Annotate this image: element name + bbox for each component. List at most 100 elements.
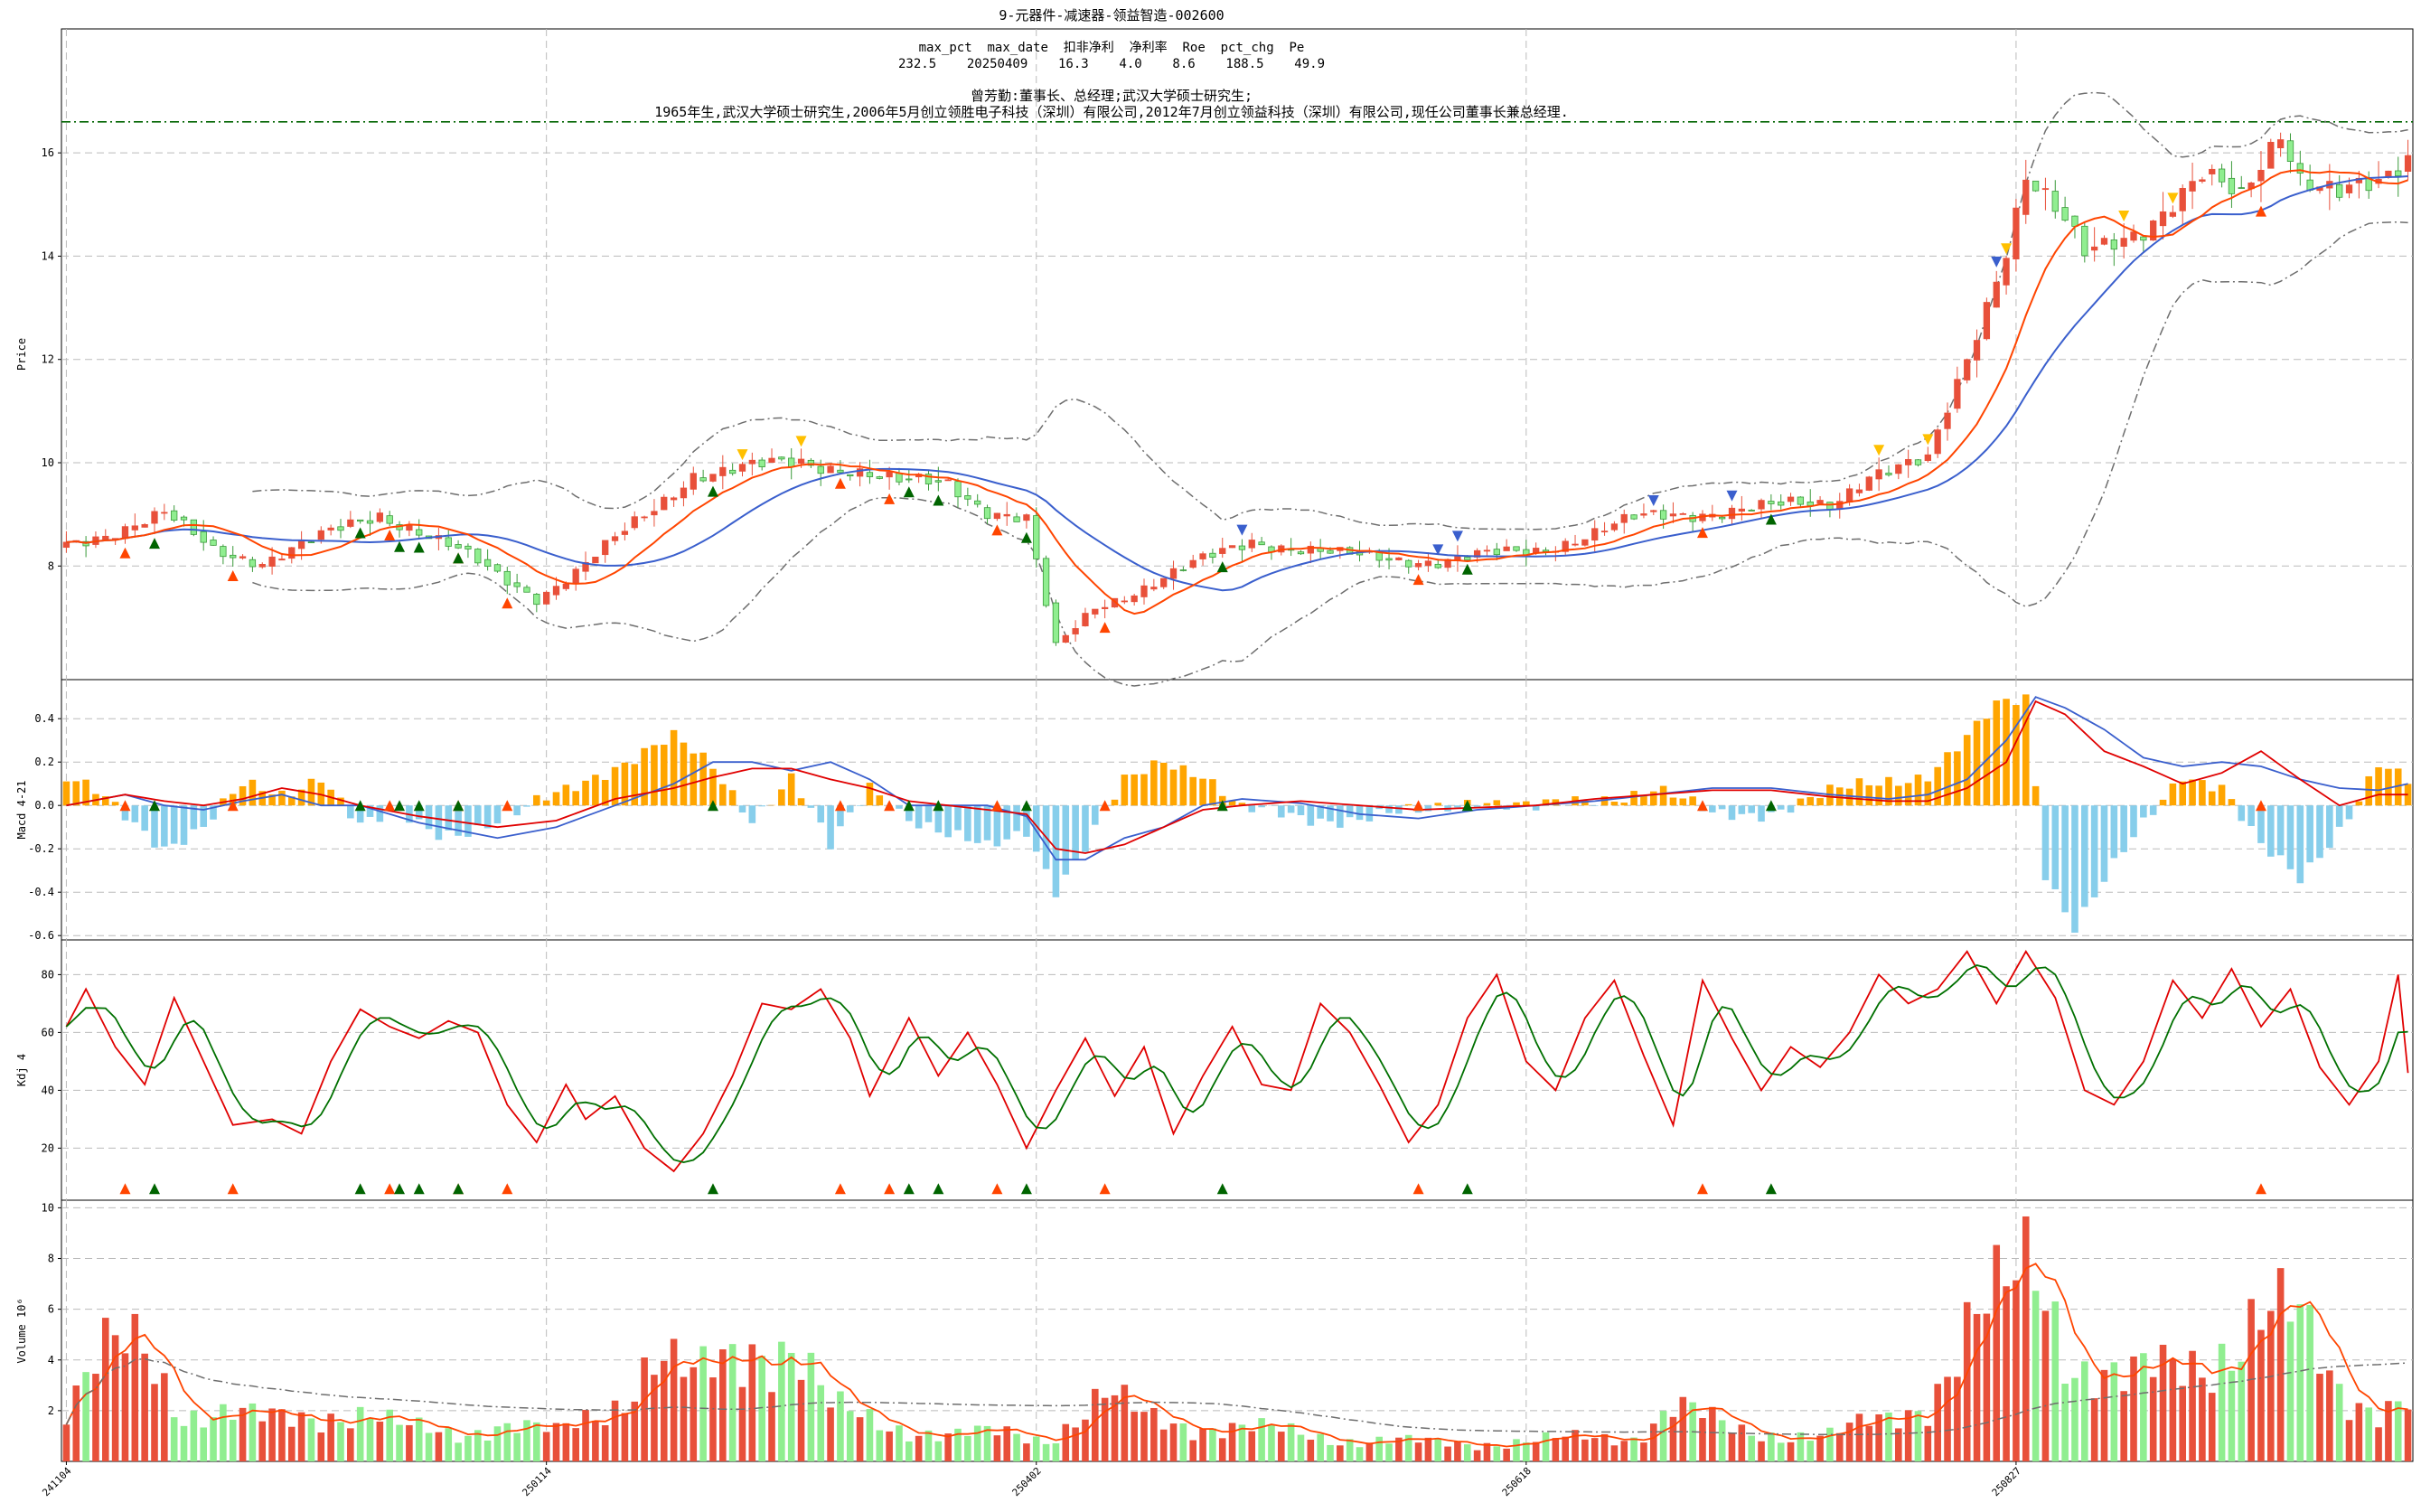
candle-body bbox=[239, 556, 247, 559]
candle-body bbox=[1327, 549, 1334, 554]
sell-marker bbox=[1726, 490, 1738, 502]
candle-body bbox=[1179, 569, 1187, 571]
macd-bar bbox=[787, 773, 795, 806]
macd-bar bbox=[2100, 805, 2108, 882]
volume-bar bbox=[983, 1425, 991, 1461]
volume-bar bbox=[2013, 1280, 2020, 1461]
buy-marker bbox=[227, 570, 239, 582]
macd-dea-line bbox=[66, 700, 2408, 854]
volume-bar bbox=[973, 1425, 981, 1461]
volume-bar bbox=[415, 1417, 423, 1461]
volume-bar bbox=[503, 1423, 511, 1461]
volume-bar bbox=[837, 1391, 844, 1461]
candle-body bbox=[954, 481, 962, 498]
macd-bar bbox=[1532, 805, 1540, 811]
volume-bar bbox=[1346, 1439, 1354, 1461]
volume-bar bbox=[513, 1432, 521, 1461]
kdj-marker bbox=[502, 1183, 513, 1195]
sell-marker bbox=[1647, 495, 1659, 507]
kdj-marker bbox=[991, 1183, 1003, 1195]
macd-bar bbox=[190, 805, 198, 830]
volume-bar bbox=[562, 1423, 570, 1461]
candle-body bbox=[1131, 595, 1138, 603]
candle-body bbox=[651, 511, 658, 516]
candle-body bbox=[1865, 476, 1872, 491]
volume-bar bbox=[161, 1373, 168, 1461]
y-axis-label-kdj: Kdj 4 bbox=[15, 1054, 28, 1086]
volume-bar bbox=[2335, 1384, 2343, 1461]
volume-bar bbox=[337, 1422, 344, 1461]
macd-bar bbox=[210, 805, 217, 820]
macd-bar bbox=[2385, 768, 2392, 806]
volume-bar bbox=[592, 1421, 599, 1461]
macd-bar bbox=[1199, 778, 1206, 806]
candle-body bbox=[1758, 500, 1765, 510]
macd-bar bbox=[268, 794, 276, 806]
candle-body bbox=[1219, 548, 1226, 554]
volume-bar bbox=[2355, 1403, 2363, 1461]
candle-body bbox=[1669, 513, 1677, 517]
y-tick-label: 16 bbox=[42, 146, 54, 159]
candle-body bbox=[2032, 180, 2040, 192]
macd-bar bbox=[1385, 805, 1393, 813]
macd-bar bbox=[572, 791, 579, 806]
volume-bar bbox=[1709, 1406, 1716, 1461]
candle-body bbox=[2041, 188, 2050, 191]
candle-body bbox=[1121, 600, 1128, 603]
volume-bar bbox=[170, 1417, 178, 1461]
volume-bar bbox=[278, 1409, 286, 1461]
kdj-marker bbox=[2255, 1183, 2266, 1195]
buy-marker bbox=[1696, 527, 1708, 539]
macd-bar bbox=[2041, 805, 2050, 880]
candle-body bbox=[758, 459, 765, 467]
chart-title: 9-元器件-减速器-领益智造-002600 bbox=[999, 7, 1224, 23]
candle-body bbox=[1659, 510, 1667, 520]
y-tick-label: -0.4 bbox=[28, 886, 54, 898]
volume-bar bbox=[2071, 1377, 2078, 1461]
y-tick-label: 0.4 bbox=[34, 712, 54, 725]
candle-body bbox=[1581, 539, 1589, 546]
candle-body bbox=[2276, 139, 2285, 148]
kdj-marker bbox=[384, 1183, 396, 1195]
macd-marker bbox=[933, 800, 944, 812]
kdj-marker bbox=[354, 1183, 366, 1195]
volume-bar bbox=[846, 1411, 854, 1461]
volume-bar bbox=[2130, 1356, 2137, 1461]
volume-bar bbox=[435, 1432, 443, 1461]
candle-body bbox=[641, 516, 648, 519]
ma-fast-line bbox=[66, 169, 2408, 615]
macd-bar bbox=[356, 805, 364, 823]
candle-body bbox=[1111, 597, 1119, 608]
kdj-marker bbox=[119, 1183, 131, 1195]
macd-bar bbox=[2208, 791, 2216, 806]
x-tick-label: 241104 bbox=[40, 1465, 74, 1499]
macd-marker bbox=[903, 800, 915, 812]
macd-bar bbox=[2335, 805, 2343, 827]
macd-bar bbox=[2022, 694, 2030, 806]
candle-body bbox=[386, 515, 393, 524]
signal-marker bbox=[903, 486, 915, 498]
candle-body bbox=[680, 487, 688, 499]
macd-bar bbox=[1875, 785, 1882, 806]
macd-bar bbox=[611, 766, 619, 806]
candle-body bbox=[572, 568, 579, 585]
macd-bar bbox=[1944, 752, 1951, 806]
volume-bar bbox=[327, 1413, 334, 1461]
volume-bar bbox=[347, 1428, 354, 1461]
volume-bar bbox=[2159, 1344, 2167, 1461]
candle-body bbox=[220, 546, 227, 558]
candle-body bbox=[1719, 516, 1726, 520]
volume-bar bbox=[1513, 1439, 1520, 1461]
macd-bar bbox=[1914, 775, 1922, 806]
macd-bar bbox=[631, 764, 639, 806]
candle-body bbox=[2159, 211, 2167, 227]
volume-bar bbox=[1072, 1427, 1079, 1461]
candle-body bbox=[2218, 168, 2226, 183]
kdj-marker bbox=[834, 1183, 846, 1195]
volume-bar bbox=[2247, 1299, 2255, 1461]
macd-bar bbox=[1600, 796, 1609, 806]
candle-body bbox=[906, 478, 913, 481]
volume-bar bbox=[2286, 1321, 2294, 1461]
volume-bar bbox=[807, 1352, 815, 1461]
volume-bar bbox=[1179, 1423, 1187, 1461]
